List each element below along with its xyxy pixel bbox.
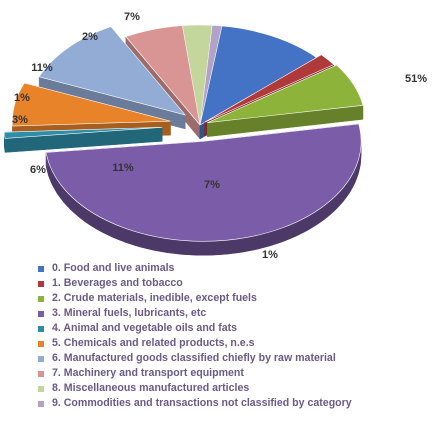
legend-swatch xyxy=(38,280,44,287)
legend-label: 5. Chemicals and related products, n.e.s xyxy=(52,337,255,349)
slice-label-9: 1% xyxy=(14,92,30,104)
legend-swatch xyxy=(38,325,44,332)
pie-slice-4 xyxy=(3,126,163,153)
legend-label: 8. Miscellaneous manufactured articles xyxy=(52,382,250,394)
slice-label-8: 3% xyxy=(12,114,28,126)
slice-label-6: 11% xyxy=(112,162,134,174)
legend-item: 2. Crude materials, inedible, except fue… xyxy=(38,291,352,306)
pie-chart: 11% 2% 7% 51% 1% 7% 11% 6% 3% 1% xyxy=(3,11,427,261)
legend-item: 3. Mineral fuels, lubricants, etc xyxy=(38,306,352,321)
slice-label-4: 1% xyxy=(262,249,278,261)
legend-swatch xyxy=(38,385,44,392)
legend-swatch xyxy=(38,295,44,302)
slice-label-5: 7% xyxy=(204,179,220,191)
legend-label: 0. Food and live animals xyxy=(52,262,175,274)
pie-chart-svg: 11% 2% 7% 51% 1% 7% 11% 6% 3% 1% xyxy=(3,11,427,261)
slice-label-0: 11% xyxy=(31,62,53,74)
legend-swatch xyxy=(38,355,44,362)
slice-label-2: 7% xyxy=(124,11,140,23)
legend-swatch xyxy=(38,310,44,317)
slice-label-1: 2% xyxy=(82,31,98,43)
legend-item: 5. Chemicals and related products, n.e.s xyxy=(38,336,352,351)
legend-label: 6. Manufactured goods classified chiefly… xyxy=(52,352,336,364)
legend-item: 9. Commodities and transactions not clas… xyxy=(38,396,352,411)
legend-label: 9. Commodities and transactions not clas… xyxy=(52,397,352,409)
legend-label: 7. Machinery and transport equipment xyxy=(52,367,244,379)
legend-swatch xyxy=(38,265,44,272)
slice-label-7: 6% xyxy=(30,164,46,176)
legend-item: 4. Animal and vegetable oils and fats xyxy=(38,321,352,336)
pie-slice-3 xyxy=(45,123,362,256)
legend-label: 4. Animal and vegetable oils and fats xyxy=(52,322,238,334)
slice-label-3: 51% xyxy=(405,73,427,85)
legend-label: 2. Crude materials, inedible, except fue… xyxy=(52,292,257,304)
legend-swatch xyxy=(38,340,44,347)
legend-label: 1. Beverages and tobacco xyxy=(52,277,183,289)
legend-item: 8. Miscellaneous manufactured articles xyxy=(38,381,352,396)
pie-slice-2 xyxy=(207,64,364,138)
legend-label: 3. Mineral fuels, lubricants, etc xyxy=(52,307,207,319)
legend-item: 6. Manufactured goods classified chiefly… xyxy=(38,351,352,366)
legend-item: 0. Food and live animals xyxy=(38,261,352,276)
legend-swatch xyxy=(38,370,44,377)
legend-swatch xyxy=(38,400,44,407)
legend-item: 7. Machinery and transport equipment xyxy=(38,366,352,381)
legend-item: 1. Beverages and tobacco xyxy=(38,276,352,291)
chart-legend: 0. Food and live animals 1. Beverages and… xyxy=(38,261,352,411)
